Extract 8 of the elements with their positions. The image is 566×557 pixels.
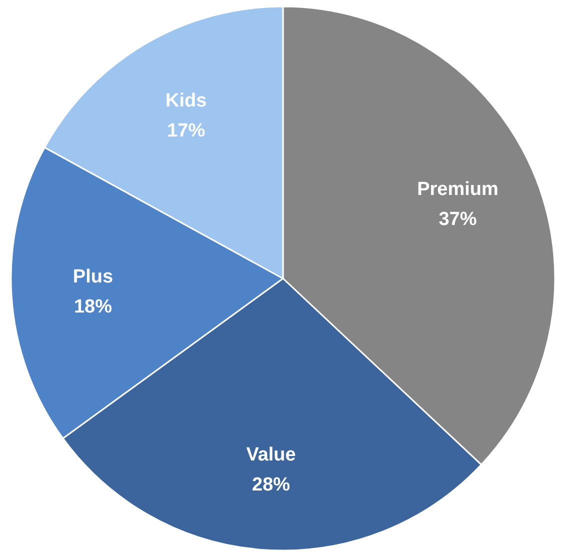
slice-label: Plus <box>72 266 114 288</box>
slice-label: Kids <box>165 90 207 112</box>
data-label: 18% <box>74 296 112 318</box>
data-label: 28% <box>252 474 290 496</box>
data-label: 17% <box>167 120 206 142</box>
data-label: 37% <box>438 208 477 230</box>
slice-label: Value <box>246 444 296 466</box>
slice-label: Premium <box>417 178 498 200</box>
